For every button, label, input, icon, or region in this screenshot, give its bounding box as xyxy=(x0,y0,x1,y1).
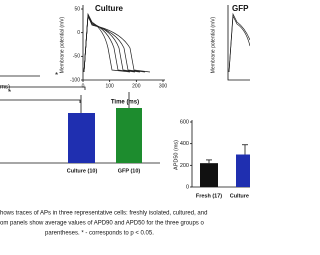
y-axis-label: APD50 (ms) xyxy=(173,140,179,170)
y-tick-label: 600 xyxy=(180,119,189,125)
y-tick-label: 0 xyxy=(186,184,189,190)
y-tick-label: 400 xyxy=(180,141,189,147)
caption-line: hows traces of APs in three representati… xyxy=(0,211,207,217)
y-axis-label: Membrane potential (mV) xyxy=(59,16,65,73)
x-axis-label: ms) xyxy=(0,85,10,91)
significance-bracket xyxy=(0,99,81,103)
y-tick-label: 0 xyxy=(77,30,80,36)
x-tick-label: 100 xyxy=(105,83,114,89)
category-label: GFP (10) xyxy=(118,168,141,174)
bar xyxy=(236,154,254,187)
bar xyxy=(200,163,218,187)
significance-mark: * xyxy=(55,71,58,80)
significance-mark: * xyxy=(8,88,11,97)
significance-bracket xyxy=(0,86,86,90)
category-label: Fresh (17) xyxy=(196,193,222,199)
y-tick-label: 200 xyxy=(180,163,189,169)
y-tick-label: 50 xyxy=(74,6,80,12)
category-label: Culture (10) xyxy=(67,168,98,174)
x-axis-label: Time (ms) xyxy=(111,100,139,106)
caption-line: parentheses. * - corresponds to p < 0.05… xyxy=(45,231,154,237)
y-tick-label: -100 xyxy=(70,77,80,83)
axes xyxy=(227,5,250,81)
ap-traces xyxy=(83,12,151,73)
category-label: Culture (10) xyxy=(230,193,250,199)
y-axis-label: Membrane potential (mV) xyxy=(210,16,216,73)
panel-title: GFP xyxy=(232,4,249,13)
bar xyxy=(116,108,142,163)
apd50-chart: 0 200 400 600 Fresh (17) Culture (10) xyxy=(180,119,261,199)
ap-traces xyxy=(228,12,251,73)
bar xyxy=(68,113,95,163)
x-tick-label: 0 xyxy=(82,83,85,89)
x-tick-label: 200 xyxy=(132,83,141,89)
panel-title: Culture xyxy=(95,4,124,13)
figure: ms) Culture Membrane potential (mV) Time… xyxy=(0,4,261,237)
axes xyxy=(82,5,165,81)
x-tick-label: 300 xyxy=(159,83,168,89)
caption-line: om panels show average values of APD90 a… xyxy=(0,221,204,227)
y-tick-label: -50 xyxy=(73,54,80,60)
